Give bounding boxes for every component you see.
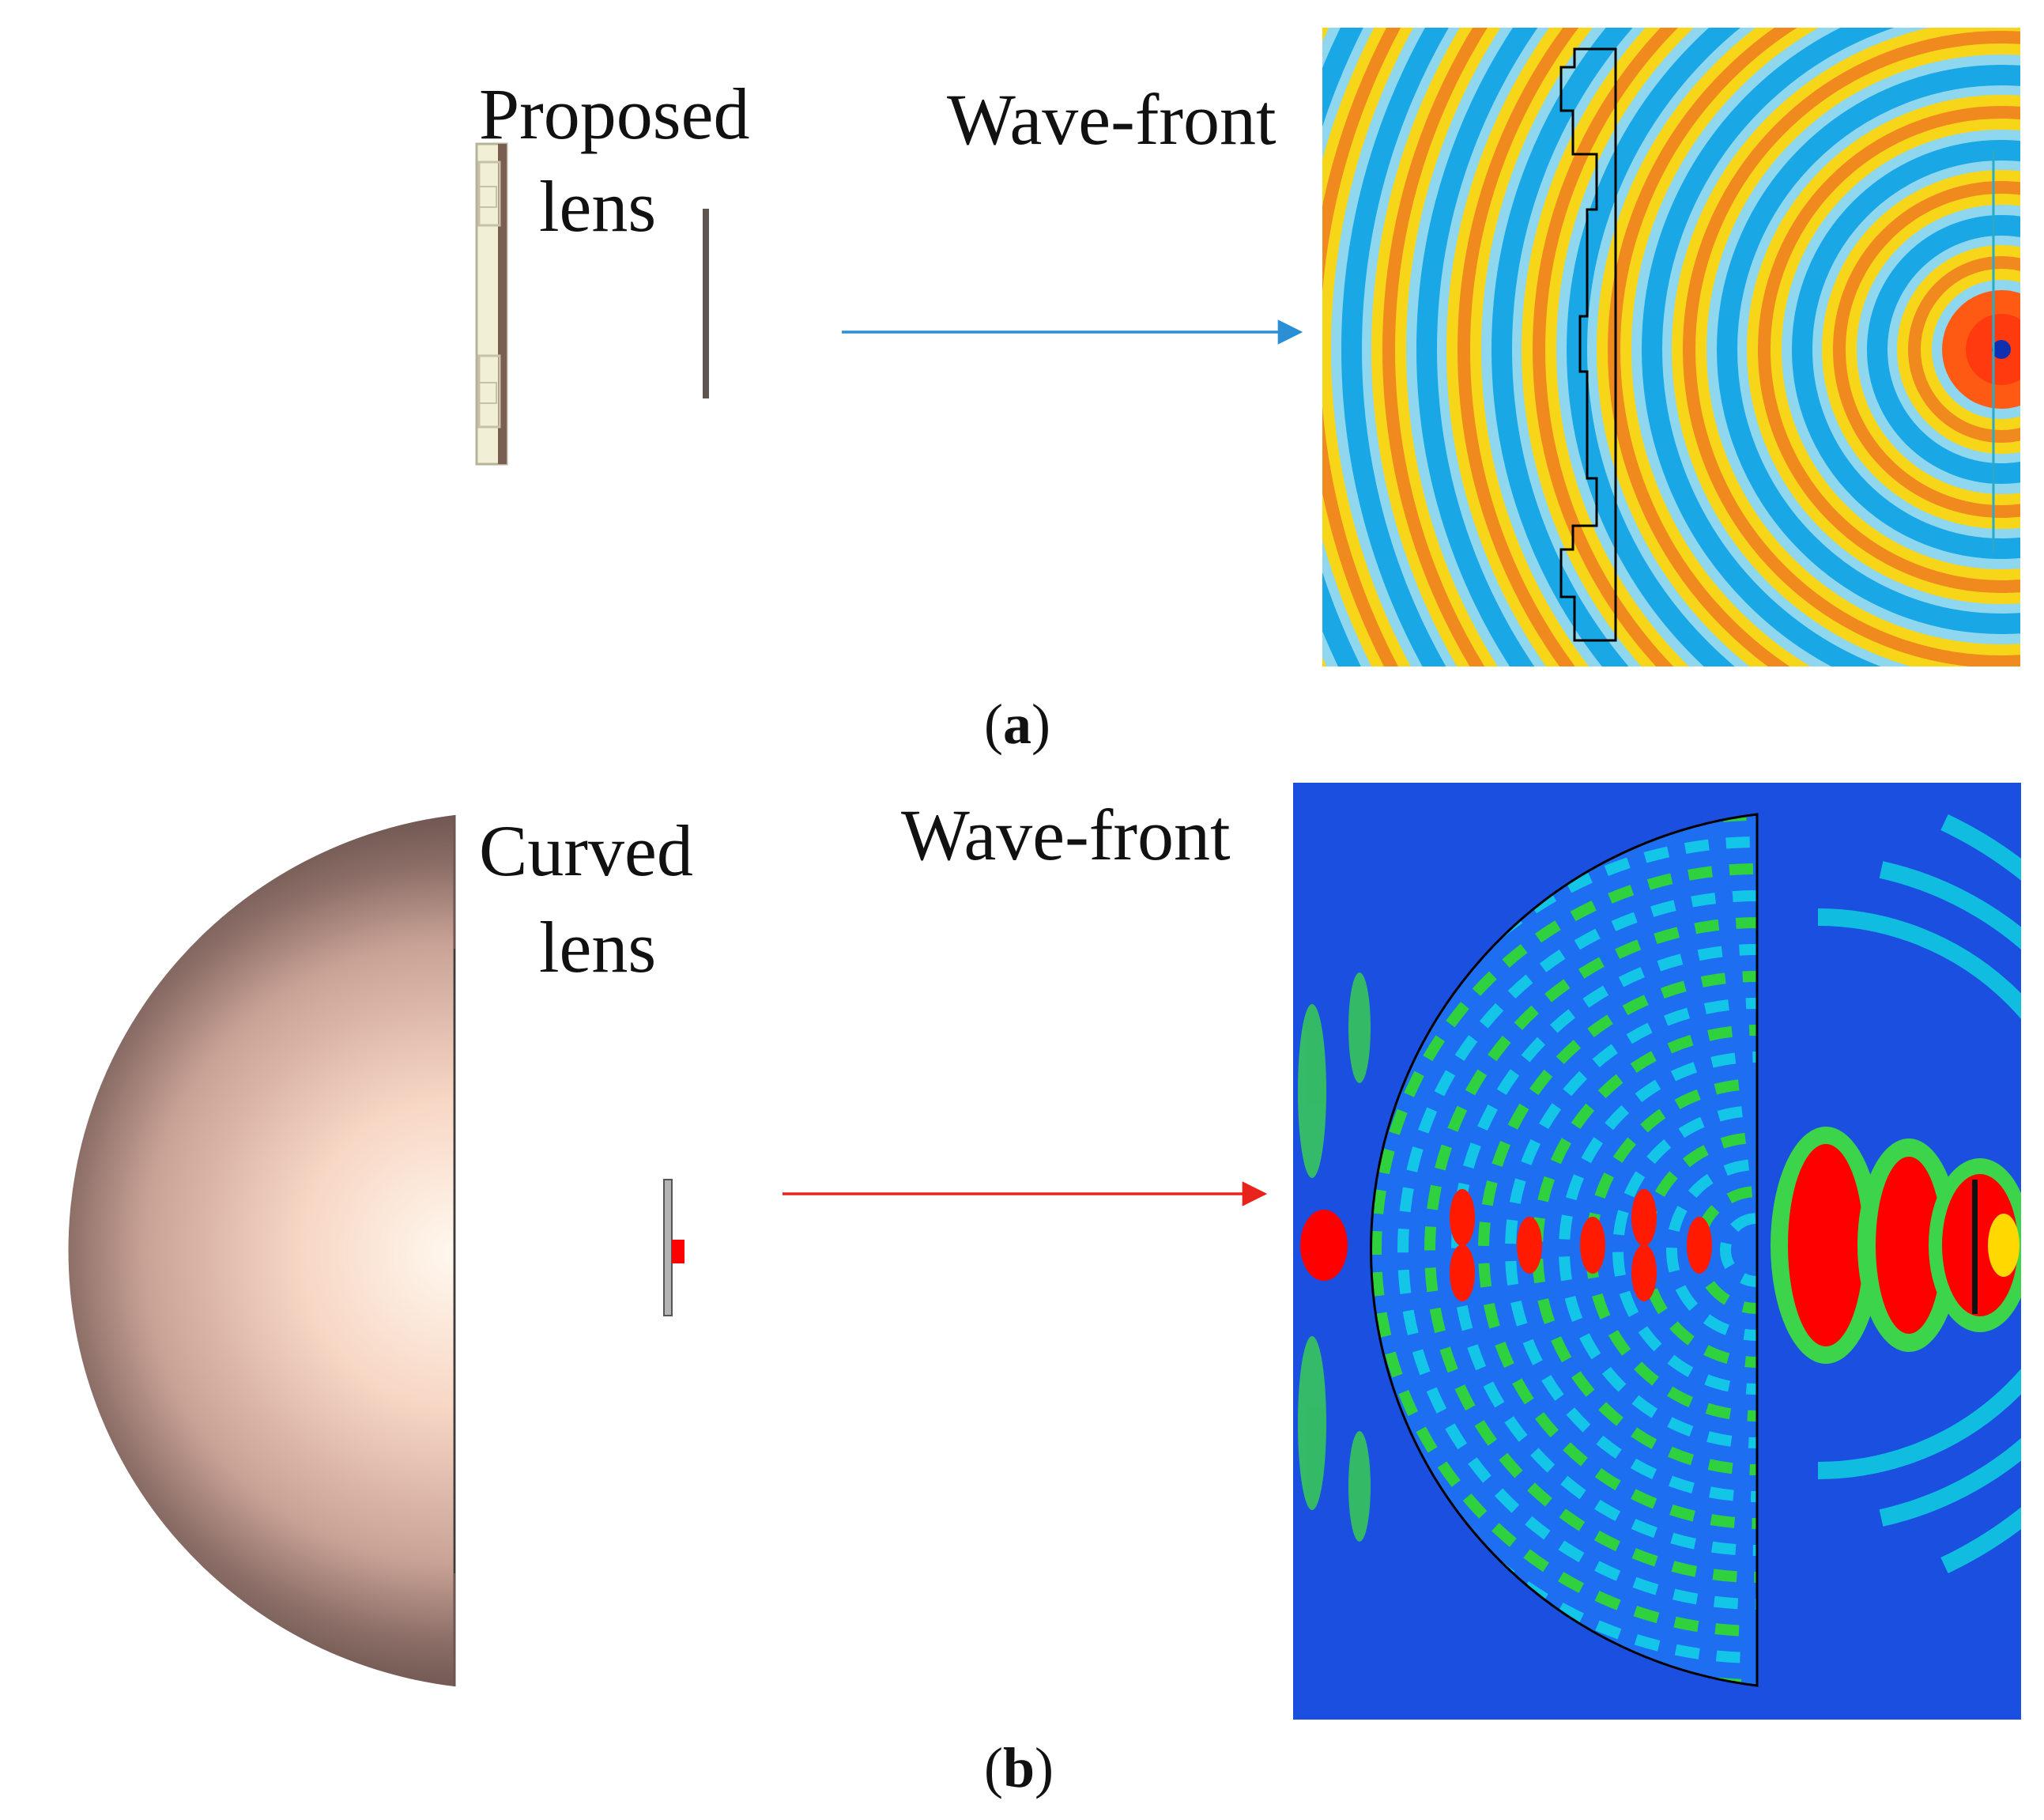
wave-band-blue	[1416, 28, 1538, 666]
caption-a-letter: a	[1002, 693, 1031, 756]
proposed-lens-label-line1: Proposed	[479, 74, 750, 154]
curved-lens-label-line1: Curved	[479, 810, 693, 891]
wavefront-field-map-a	[1322, 28, 2020, 666]
wave-band-blue	[1792, 140, 2020, 559]
wave-band-blue	[1867, 215, 2020, 484]
wavefront-field-map-b	[1293, 783, 2021, 1720]
field-hotspot	[1631, 1244, 1657, 1301]
wavefront-label-b: Wave-front	[901, 795, 1231, 875]
wave-band-orange	[1533, 28, 1679, 666]
field-hotspot	[1517, 1217, 1542, 1274]
wave-band-orange	[1683, 31, 2020, 666]
wavefront-label-a: Wave-front	[947, 79, 1277, 160]
wave-band-orange	[1833, 181, 2020, 518]
wave-band-blue	[1341, 28, 1450, 666]
field-hotspot	[1687, 1217, 1712, 1274]
curved-lens-label-line2: lens	[539, 907, 657, 987]
wave-band-orange	[1608, 28, 1797, 666]
interference-ring	[1666, 1159, 1757, 1341]
field-hotspot	[1631, 1189, 1657, 1246]
field-hotspot	[1450, 1189, 1475, 1246]
caption-a: (a)	[984, 693, 1050, 756]
interference-ring	[1720, 1213, 1757, 1287]
wave-band-blue	[1567, 28, 1741, 666]
caption-b: (b)	[984, 1736, 1054, 1799]
wave-band-orange	[1758, 106, 2020, 593]
wave-band-orange	[1458, 28, 1579, 666]
wave-band-blue	[1642, 28, 1895, 666]
proposed-lens-sideview	[475, 142, 508, 466]
wave-band-orange	[1908, 256, 2020, 443]
proposed-lens-label-line2: lens	[539, 166, 657, 247]
field-hotspot	[1450, 1244, 1475, 1301]
wave-band-blue	[1717, 65, 2020, 634]
interference-ring	[1424, 917, 1757, 1583]
feed-antenna-a	[703, 209, 709, 398]
wave-band-blue	[1492, 28, 1633, 666]
caption-b-letter: b	[1002, 1736, 1035, 1799]
wave-band-orange	[1382, 28, 1488, 666]
interference-ring	[1397, 890, 1757, 1610]
feed-antenna-b	[663, 1179, 684, 1316]
interference-ring	[1371, 863, 1757, 1637]
curved-lens-dome	[68, 815, 456, 1686]
field-hotspot	[1580, 1217, 1605, 1274]
